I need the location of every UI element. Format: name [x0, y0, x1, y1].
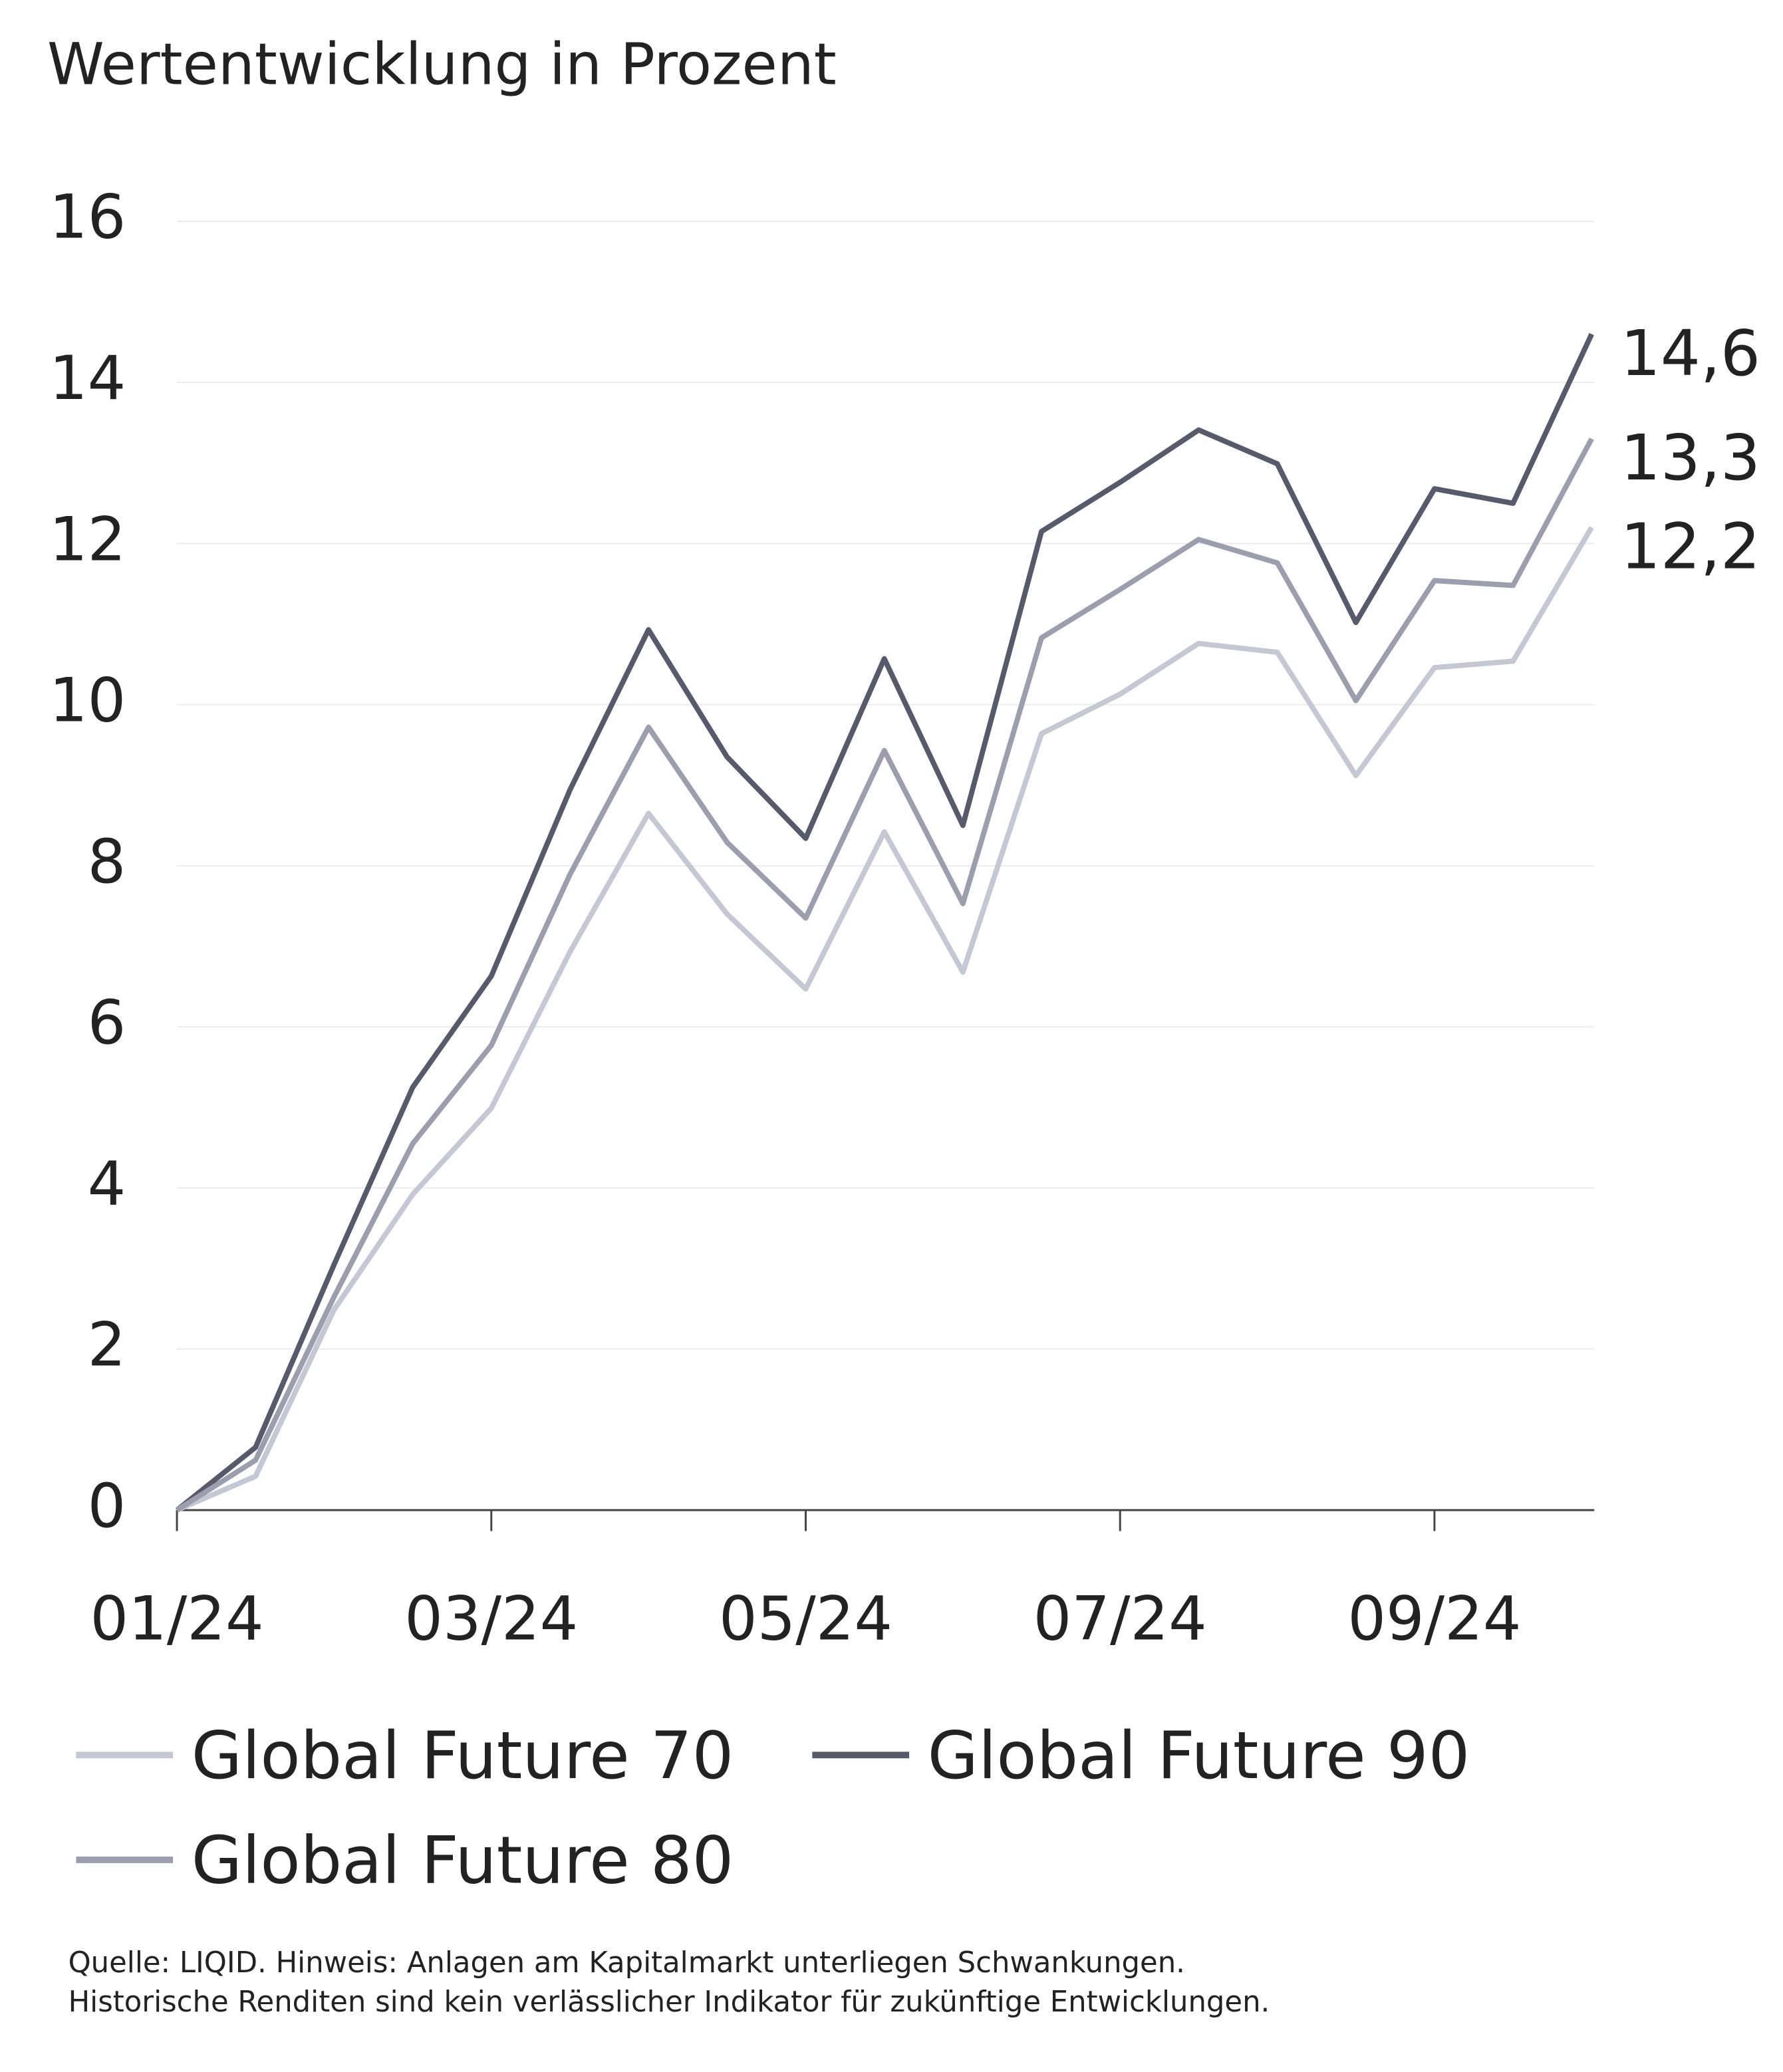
y-tick-label: 4: [88, 1149, 126, 1219]
series-line: [175, 332, 1594, 1513]
x-tick-label: 07/24: [1033, 1584, 1207, 1654]
y-tick-label: 10: [49, 666, 126, 736]
legend-label: Global Future 90: [928, 1718, 1470, 1794]
y-tick-label: 16: [49, 183, 126, 253]
y-tick-label: 8: [88, 827, 126, 897]
y-tick-label: 2: [88, 1311, 126, 1380]
value-label: 13,3: [1621, 422, 1760, 495]
value-label: 12,2: [1621, 511, 1760, 584]
y-tick-label: 14: [49, 344, 126, 414]
y-tick-label: 0: [88, 1472, 126, 1541]
value-label: 14,6: [1621, 317, 1760, 390]
series-line: [175, 438, 1594, 1513]
x-tick-label: 05/24: [719, 1584, 892, 1654]
legend-label: Global Future 80: [192, 1823, 734, 1899]
chart-title: Wertentwicklung in Prozent: [47, 31, 837, 98]
y-tick-label: 12: [49, 505, 126, 575]
x-tick-label: 09/24: [1347, 1584, 1521, 1654]
x-tick-label: 01/24: [90, 1584, 264, 1654]
footnote: Quelle: LIQID. Hinweis: Anlagen am Kapit…: [69, 1946, 1185, 1980]
series-line: [176, 526, 1594, 1513]
footnote: Historische Renditen sind kein verlässli…: [69, 1986, 1270, 2019]
x-tick-label: 03/24: [404, 1584, 578, 1654]
legend-label: Global Future 70: [192, 1718, 734, 1794]
y-tick-label: 6: [88, 988, 126, 1058]
